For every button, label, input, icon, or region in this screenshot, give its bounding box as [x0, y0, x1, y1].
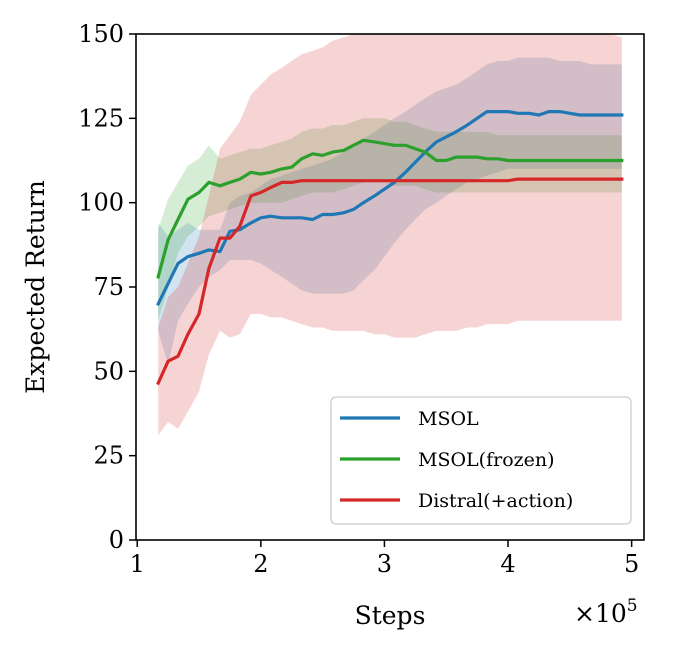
y-tick-label: 125 [78, 104, 124, 132]
band-msol [158, 57, 622, 365]
y-tick-label: 100 [78, 189, 124, 217]
x-scale-exponent: 5 [627, 596, 638, 616]
band-distral-action [158, 34, 622, 436]
x-tick-label: 4 [500, 550, 515, 578]
band-msol-frozen [158, 118, 622, 321]
x-scale-multiplier: ×105 [574, 596, 638, 628]
legend-label-msol: MSOL [418, 408, 479, 430]
line-distral-action [156, 177, 624, 386]
x-tick-label: 3 [377, 550, 392, 578]
legend-label-distral-action: Distral(+action) [418, 490, 573, 512]
y-tick-label: 50 [93, 357, 124, 385]
y-axis-ticks: 0 25 50 75 100 125 150 [78, 20, 136, 554]
legend: MSOL MSOL(frozen) Distral(+action) [330, 396, 632, 525]
y-tick-label: 150 [78, 20, 124, 48]
x-tick-label: 2 [253, 550, 268, 578]
x-scale-base: ×10 [574, 599, 627, 628]
x-axis-ticks: 1 2 3 4 5 [130, 540, 639, 578]
y-tick-label: 0 [109, 526, 124, 554]
x-tick-label: 5 [624, 550, 639, 578]
confidence-bands [158, 34, 622, 436]
y-tick-label: 75 [93, 273, 124, 301]
legend-label-msol-frozen: MSOL(frozen) [418, 449, 555, 471]
y-tick-label: 25 [93, 442, 124, 470]
legend-frame [330, 396, 632, 525]
series-lines [156, 109, 624, 386]
x-tick-label: 1 [130, 550, 145, 578]
line-msol-frozen [156, 138, 624, 279]
y-axis-label: Expected Return [21, 180, 50, 394]
x-axis-label: Steps [355, 601, 426, 630]
